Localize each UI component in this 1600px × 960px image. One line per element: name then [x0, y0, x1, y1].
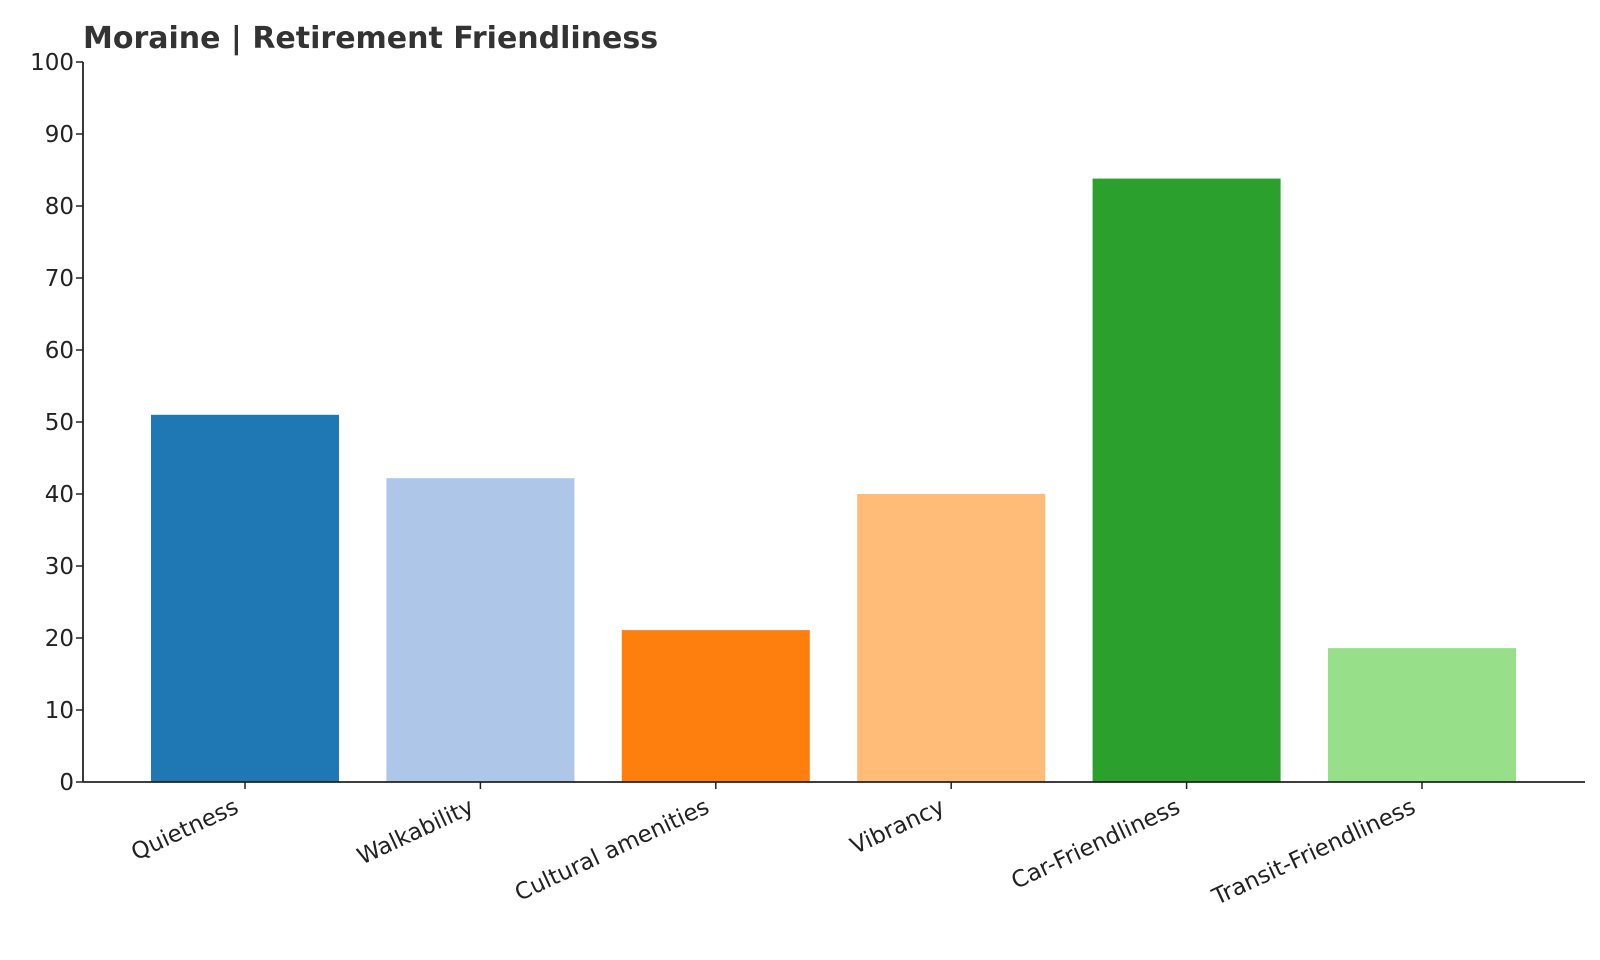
x-tick-label: Car-Friendliness — [1008, 794, 1185, 895]
x-axis: Quietness Walkability Cultural amenities Vi… — [83, 781, 1585, 911]
y-tick-label: 20 — [45, 626, 74, 652]
x-tick-label: Vibrancy — [847, 794, 949, 860]
bar-walkability — [386, 478, 575, 782]
y-tick-label: 90 — [45, 122, 74, 148]
bar-cultural-amenities — [621, 630, 810, 782]
bars-group — [151, 178, 1516, 783]
chart-title: Moraine | Retirement Friendliness — [83, 21, 658, 56]
y-tick-label: 40 — [45, 482, 74, 508]
y-tick-label: 50 — [45, 410, 74, 436]
x-tick-label: Walkability — [354, 794, 478, 870]
y-axis: 0 10 20 30 40 50 60 70 80 90 100 — [30, 50, 84, 796]
x-tick-label: Cultural amenities — [511, 794, 713, 907]
bar-transit-friendliness — [1328, 648, 1516, 782]
y-tick-label: 60 — [45, 338, 74, 364]
y-tick-label: 100 — [30, 50, 74, 76]
bar-quietness — [151, 414, 339, 782]
y-tick-label: 0 — [59, 770, 74, 796]
y-tick-label: 70 — [45, 266, 74, 292]
bar-car-friendliness — [1092, 178, 1281, 783]
x-tick-label: Transit-Friendliness — [1208, 794, 1420, 911]
y-tick-label: 80 — [45, 194, 74, 220]
y-tick-label: 10 — [45, 698, 74, 724]
y-tick-label: 30 — [45, 554, 74, 580]
bar-vibrancy — [857, 494, 1046, 782]
x-tick-label: Quietness — [127, 794, 242, 866]
